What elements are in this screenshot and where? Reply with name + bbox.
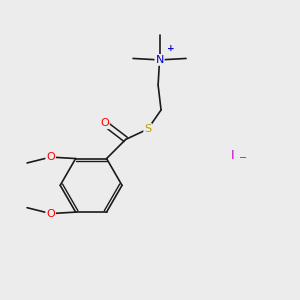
Text: −: − [239, 153, 247, 163]
Text: O: O [46, 152, 55, 162]
Text: O: O [46, 208, 55, 219]
Text: I: I [231, 149, 234, 162]
Text: S: S [144, 124, 152, 134]
Text: +: + [167, 44, 175, 53]
Text: O: O [100, 118, 109, 128]
Text: N: N [155, 55, 164, 65]
